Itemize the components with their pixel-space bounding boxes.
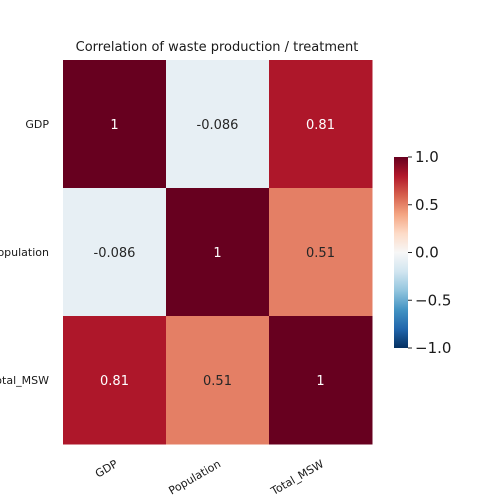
cell-annotation: -0.086	[197, 118, 239, 133]
cell-annotation: 1	[213, 246, 221, 261]
heatmap-cell	[269, 60, 373, 189]
colorbar-tick-label: 0.0	[415, 244, 439, 262]
y-tick-label: Population	[0, 246, 49, 259]
colorbar-gradient	[394, 157, 408, 348]
heatmap-cell	[269, 188, 373, 317]
y-tick-labels: GDP Population Total_MSW	[0, 118, 49, 387]
colorbar-tick-label: −1.0	[415, 339, 451, 357]
heatmap-cell	[63, 316, 167, 445]
x-tick-label: GDP	[93, 457, 120, 480]
colorbar: 1.0 0.5 0.0 −0.5 −1.0	[394, 148, 451, 357]
x-tick-labels: GDP Population Total_MSW	[93, 457, 326, 498]
cell-annotation: -0.086	[94, 246, 136, 261]
y-tick-label: Total_MSW	[0, 374, 49, 387]
heatmap-cell	[166, 316, 270, 445]
cell-annotation: 0.81	[306, 118, 335, 133]
x-tick-label: Total_MSW	[268, 457, 326, 498]
heatmap-cell	[166, 188, 270, 317]
y-tick-label: GDP	[25, 118, 49, 131]
colorbar-tick-label: 0.5	[415, 196, 439, 214]
heatmap-cells: 1 -0.086 0.81 -0.086 1 0.51 0.81 0.51 1	[63, 60, 373, 445]
x-tick-label: Population	[166, 457, 223, 497]
colorbar-ticks: 1.0 0.5 0.0 −0.5 −1.0	[408, 148, 451, 357]
cell-annotation: 0.51	[203, 374, 232, 389]
heatmap-cell	[63, 188, 167, 317]
colorbar-tick-label: −0.5	[415, 291, 451, 309]
cell-annotation: 1	[316, 374, 324, 389]
colorbar-tick-label: 1.0	[415, 148, 439, 166]
cell-annotation: 0.51	[306, 246, 335, 261]
heatmap-cell	[166, 60, 270, 189]
cell-annotation: 1	[110, 118, 118, 133]
heatmap-cell	[269, 316, 373, 445]
heatmap-cell	[63, 60, 167, 189]
cell-annotation: 0.81	[100, 374, 129, 389]
chart-title: Correlation of waste production / treatm…	[76, 40, 359, 55]
